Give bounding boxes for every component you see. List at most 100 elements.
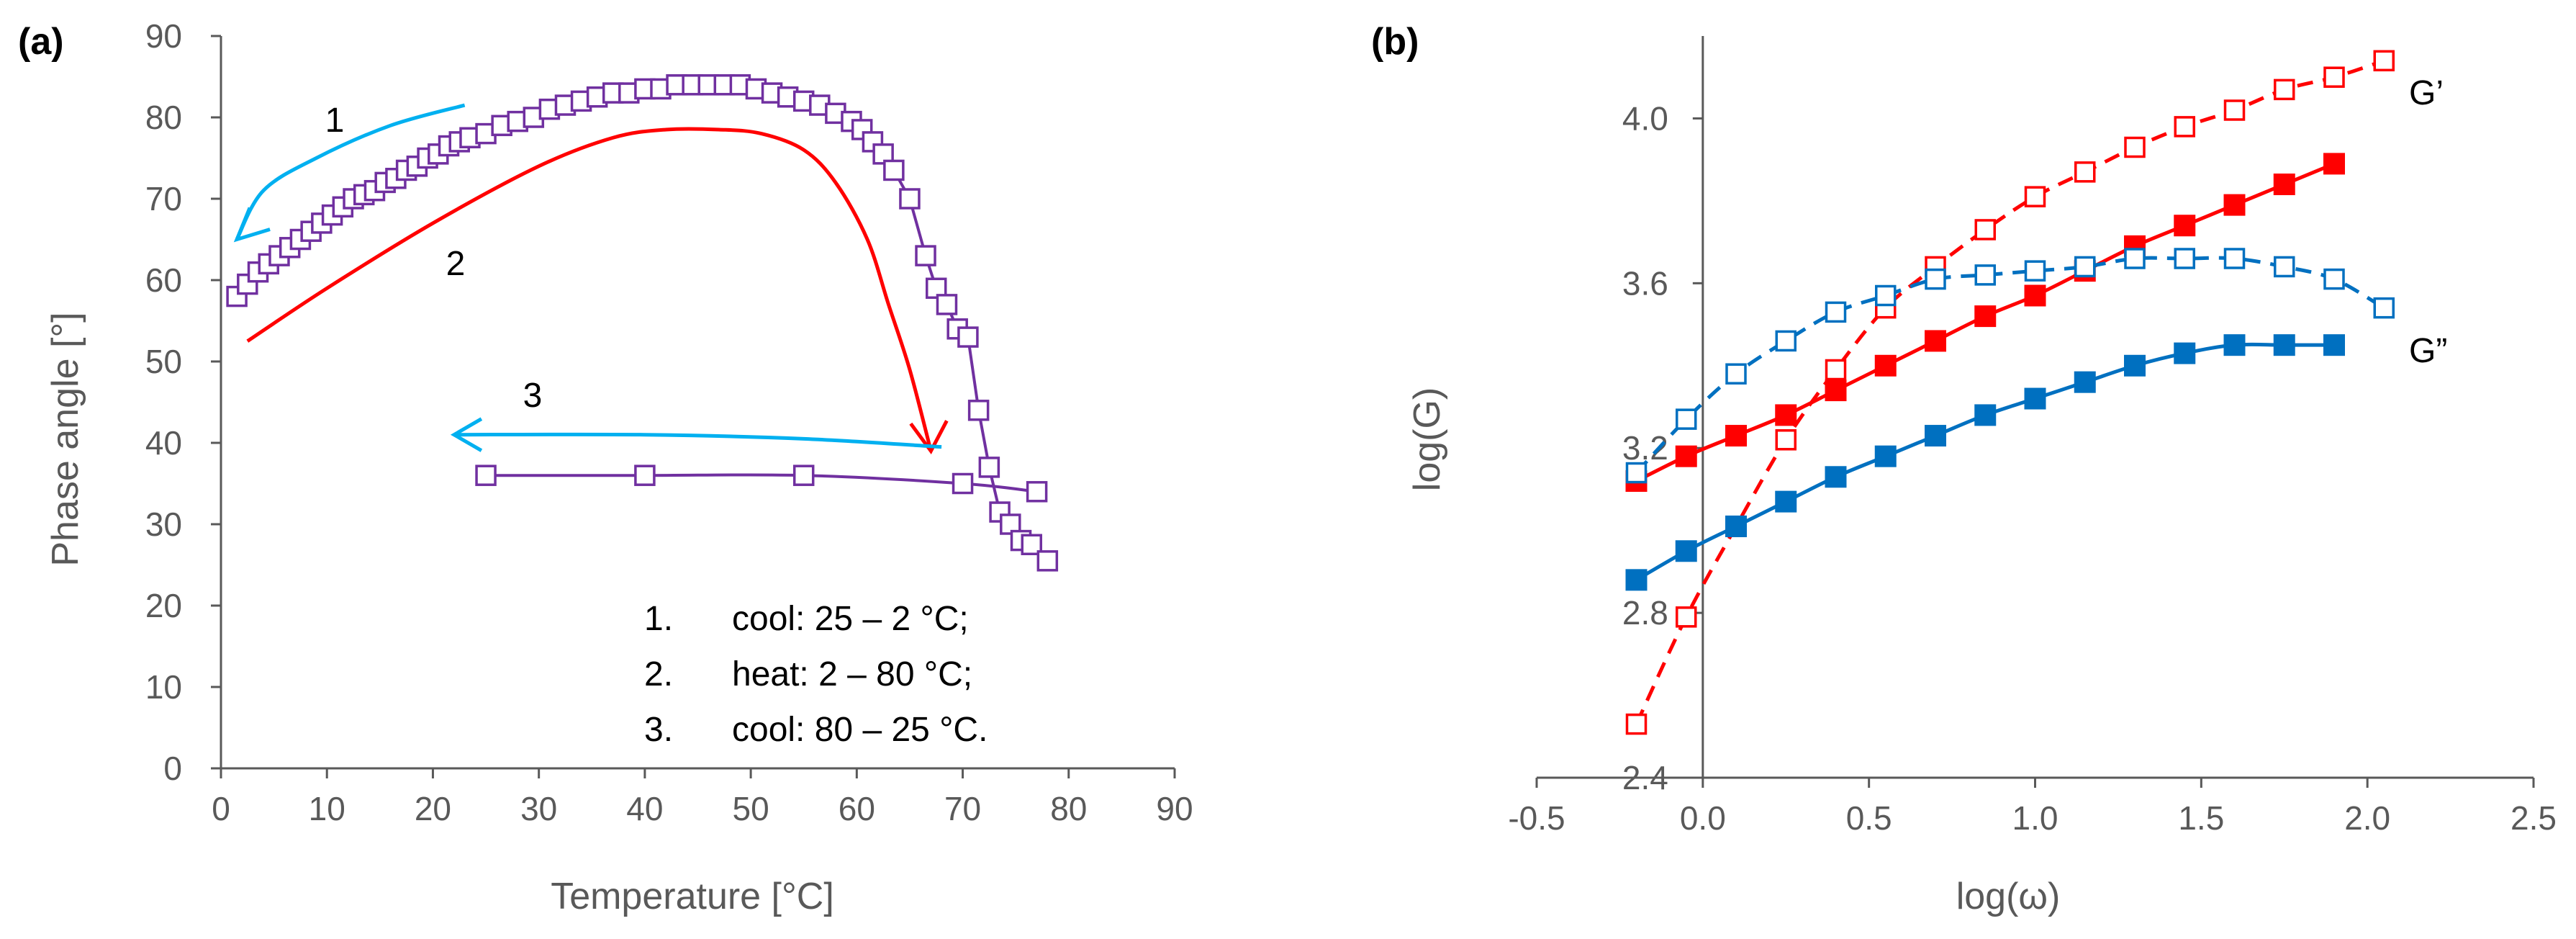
legend-num-1: 1. bbox=[644, 600, 673, 638]
series-2-marker bbox=[2024, 260, 2046, 282]
series-0-marker bbox=[2124, 136, 2146, 158]
series-2-line bbox=[1635, 256, 2385, 475]
chart-a-xlabel: Temperature [°C] bbox=[551, 876, 834, 917]
x-tick-label: 90 bbox=[1156, 790, 1193, 827]
x-tick-label: 80 bbox=[1050, 790, 1087, 827]
series-2-marker bbox=[2373, 297, 2395, 319]
y-tick-label: 50 bbox=[145, 343, 182, 380]
series-cool3-marker bbox=[792, 464, 815, 486]
series-2-marker bbox=[1625, 462, 1648, 484]
series-2-marker bbox=[2124, 248, 2146, 269]
series-0-marker bbox=[1775, 429, 1797, 451]
series-0-marker bbox=[1625, 713, 1648, 735]
cool-arrow-3-head bbox=[450, 417, 483, 452]
series-main-marker bbox=[978, 457, 1000, 478]
y-tick-label: 2.4 bbox=[1622, 759, 1668, 796]
series-0-marker bbox=[2074, 161, 2096, 183]
chart-b-xlabel: log(ω) bbox=[1956, 876, 2061, 917]
series-2-marker bbox=[2074, 256, 2096, 278]
series-2-marker bbox=[1725, 363, 1747, 385]
series-3-marker bbox=[1775, 490, 1797, 513]
y-tick-label: 80 bbox=[145, 99, 182, 136]
series-0-marker bbox=[2174, 116, 2195, 138]
cool-arrow-3 bbox=[453, 432, 942, 449]
series-3-marker bbox=[2024, 387, 2046, 410]
series-1-marker bbox=[1725, 425, 1747, 447]
series-1-marker bbox=[1675, 445, 1697, 467]
series-cool3-marker bbox=[1026, 481, 1048, 503]
legend-num-2: 2. bbox=[644, 655, 673, 693]
y-tick-label: 20 bbox=[145, 587, 182, 624]
x-tick-label: 2.5 bbox=[2511, 799, 2557, 837]
series-3-marker bbox=[2174, 342, 2196, 364]
curve-label-g-prime: G’ bbox=[2409, 74, 2444, 112]
legend-text-1: cool: 25 – 2 °C; bbox=[732, 600, 969, 638]
annotation-2: 2 bbox=[446, 245, 466, 283]
series-0-marker bbox=[1825, 359, 1847, 381]
series-2-marker bbox=[2323, 268, 2345, 290]
series-0-marker bbox=[2274, 78, 2295, 101]
x-tick-label: 0 bbox=[212, 790, 230, 827]
series-3-marker bbox=[1625, 569, 1648, 591]
y-tick-label: 90 bbox=[145, 17, 182, 55]
series-main-marker bbox=[936, 294, 958, 315]
series-cool3-marker bbox=[634, 464, 656, 486]
chart-a-legend: 1. cool: 25 – 2 °C; 2. heat: 2 – 80 °C; … bbox=[644, 600, 988, 749]
series-2-marker bbox=[1974, 264, 1996, 286]
y-tick-label: 2.8 bbox=[1622, 594, 1668, 632]
series-1-marker bbox=[1874, 354, 1897, 377]
series-main-marker bbox=[957, 326, 979, 348]
series-1-marker bbox=[1775, 404, 1797, 426]
x-tick-label: 10 bbox=[309, 790, 345, 827]
chart-a-ylabel: Phase angle [°] bbox=[45, 312, 86, 566]
series-3-marker bbox=[2223, 334, 2246, 356]
y-tick-label: 40 bbox=[145, 424, 182, 462]
x-tick-label: 20 bbox=[415, 790, 451, 827]
x-tick-label: 30 bbox=[520, 790, 557, 827]
x-tick-label: 70 bbox=[944, 790, 981, 827]
series-2-marker bbox=[2274, 256, 2295, 278]
legend-text-3: cool: 80 – 25 °C. bbox=[732, 711, 988, 749]
series-main-marker bbox=[1036, 550, 1059, 572]
series-3-marker bbox=[2273, 334, 2295, 356]
annotation-1: 1 bbox=[325, 102, 345, 140]
series-3-marker bbox=[1725, 515, 1747, 537]
legend-num-3: 3. bbox=[644, 711, 673, 749]
series-main-marker bbox=[915, 245, 936, 266]
series-0-marker bbox=[2323, 66, 2345, 88]
series-3-marker bbox=[1874, 445, 1897, 467]
series-2-marker bbox=[1875, 284, 1897, 307]
series-main-line bbox=[235, 83, 1049, 562]
x-tick-label: 2.0 bbox=[2344, 799, 2390, 837]
series-cool3-marker bbox=[475, 464, 497, 486]
panel-label-b: (b) bbox=[1371, 21, 1419, 63]
y-tick-label: 4.0 bbox=[1622, 99, 1668, 137]
series-3-marker bbox=[1974, 404, 1997, 426]
cool-arrow-1-head bbox=[233, 207, 271, 243]
series-0-marker bbox=[1676, 606, 1697, 628]
x-tick-label: 0.0 bbox=[1680, 799, 1726, 837]
chart-b: -0.5 0.0 0.5 1.0 1.5 2.0 2.52.42.83.23.64.0 bbox=[1508, 36, 2557, 837]
series-2-marker bbox=[2174, 248, 2195, 269]
series-1-marker bbox=[2174, 215, 2196, 237]
series-0-marker bbox=[2373, 50, 2395, 72]
chart-a: 0 10 20 30 40 50 60 70 80 90 0 10 20 30 40 50 60 70 80 90 bbox=[145, 17, 1193, 827]
series-3-marker bbox=[1925, 425, 1946, 447]
series-main-marker bbox=[883, 159, 905, 181]
x-tick-label: 40 bbox=[626, 790, 663, 827]
series-1-marker bbox=[2273, 174, 2295, 195]
x-tick-label: -0.5 bbox=[1508, 799, 1565, 837]
y-tick-label: 30 bbox=[145, 506, 182, 543]
y-tick-label: 10 bbox=[145, 668, 182, 706]
series-3-marker bbox=[1825, 466, 1847, 488]
series-2-marker bbox=[1825, 301, 1847, 323]
series-2-marker bbox=[1676, 408, 1697, 430]
series-3-marker bbox=[2124, 354, 2146, 377]
x-tick-label: 1.5 bbox=[2178, 799, 2224, 837]
series-main-marker bbox=[899, 188, 921, 210]
chart-b-ylabel: log(G) bbox=[1406, 387, 1448, 491]
series-3-marker bbox=[2323, 334, 2345, 356]
cool-arrow-1 bbox=[235, 103, 466, 241]
x-tick-label: 0.5 bbox=[1846, 799, 1892, 837]
